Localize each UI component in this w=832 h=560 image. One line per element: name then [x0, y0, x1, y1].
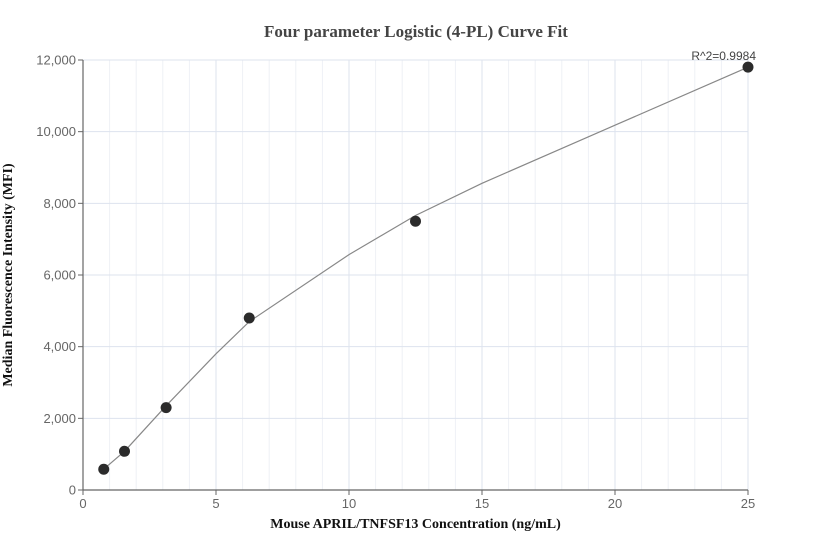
axes: [78, 59, 749, 495]
x-tick-label: 25: [741, 496, 755, 511]
gridlines: [83, 59, 749, 490]
data-points: [98, 61, 754, 475]
x-tick-label: 15: [475, 496, 489, 511]
y-axis-label: Median Fluorescence Intensity (MFI): [1, 163, 16, 387]
y-tick-label: 0: [69, 483, 76, 498]
fit-curve: [103, 66, 749, 470]
tick-labels: 0 5 10 15 20 25 0 2,000 4,000 6,000 8,000 10,000 12,…: [36, 53, 755, 512]
y-tick-label: 4,000: [43, 339, 76, 354]
data-point[interactable]: [98, 463, 110, 475]
y-tick-label: 8,000: [43, 196, 76, 211]
x-tick-label: 5: [212, 496, 219, 511]
y-tick-label: 12,000: [36, 53, 76, 68]
x-tick-label: 0: [79, 496, 86, 511]
chart-title: Four parameter Logistic (4-PL) Curve Fit: [264, 22, 568, 41]
x-tick-label: 10: [342, 496, 356, 511]
data-point[interactable]: [410, 215, 421, 227]
y-tick-label: 6,000: [43, 268, 76, 283]
data-point[interactable]: [118, 445, 130, 457]
x-tick-label: 20: [608, 496, 622, 511]
r-squared-annotation: R^2=0.9984: [691, 49, 756, 63]
data-point[interactable]: [160, 402, 172, 414]
data-point[interactable]: [243, 312, 255, 324]
y-tick-label: 2,000: [43, 411, 76, 426]
data-point[interactable]: [742, 61, 754, 73]
y-tick-label: 10,000: [36, 124, 76, 139]
x-axis-label: Mouse APRIL/TNFSF13 Concentration (ng/mL…: [270, 517, 561, 532]
